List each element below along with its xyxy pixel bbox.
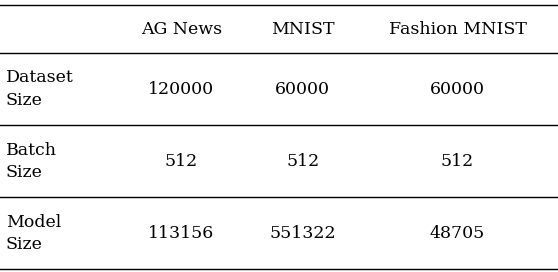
Text: Dataset
Size: Dataset Size — [6, 69, 73, 109]
Text: 113156: 113156 — [148, 225, 214, 242]
Text: 60000: 60000 — [275, 81, 330, 98]
Text: 120000: 120000 — [148, 81, 214, 98]
Text: Model
Size: Model Size — [6, 214, 61, 253]
Text: 551322: 551322 — [270, 225, 336, 242]
Text: AG News: AG News — [141, 21, 222, 38]
Text: Batch
Size: Batch Size — [6, 141, 56, 181]
Text: MNIST: MNIST — [271, 21, 334, 38]
Text: 512: 512 — [165, 153, 198, 170]
Text: Fashion MNIST: Fashion MNIST — [388, 21, 527, 38]
Text: 60000: 60000 — [430, 81, 485, 98]
Text: 512: 512 — [441, 153, 474, 170]
Text: 512: 512 — [286, 153, 319, 170]
Text: 48705: 48705 — [430, 225, 485, 242]
